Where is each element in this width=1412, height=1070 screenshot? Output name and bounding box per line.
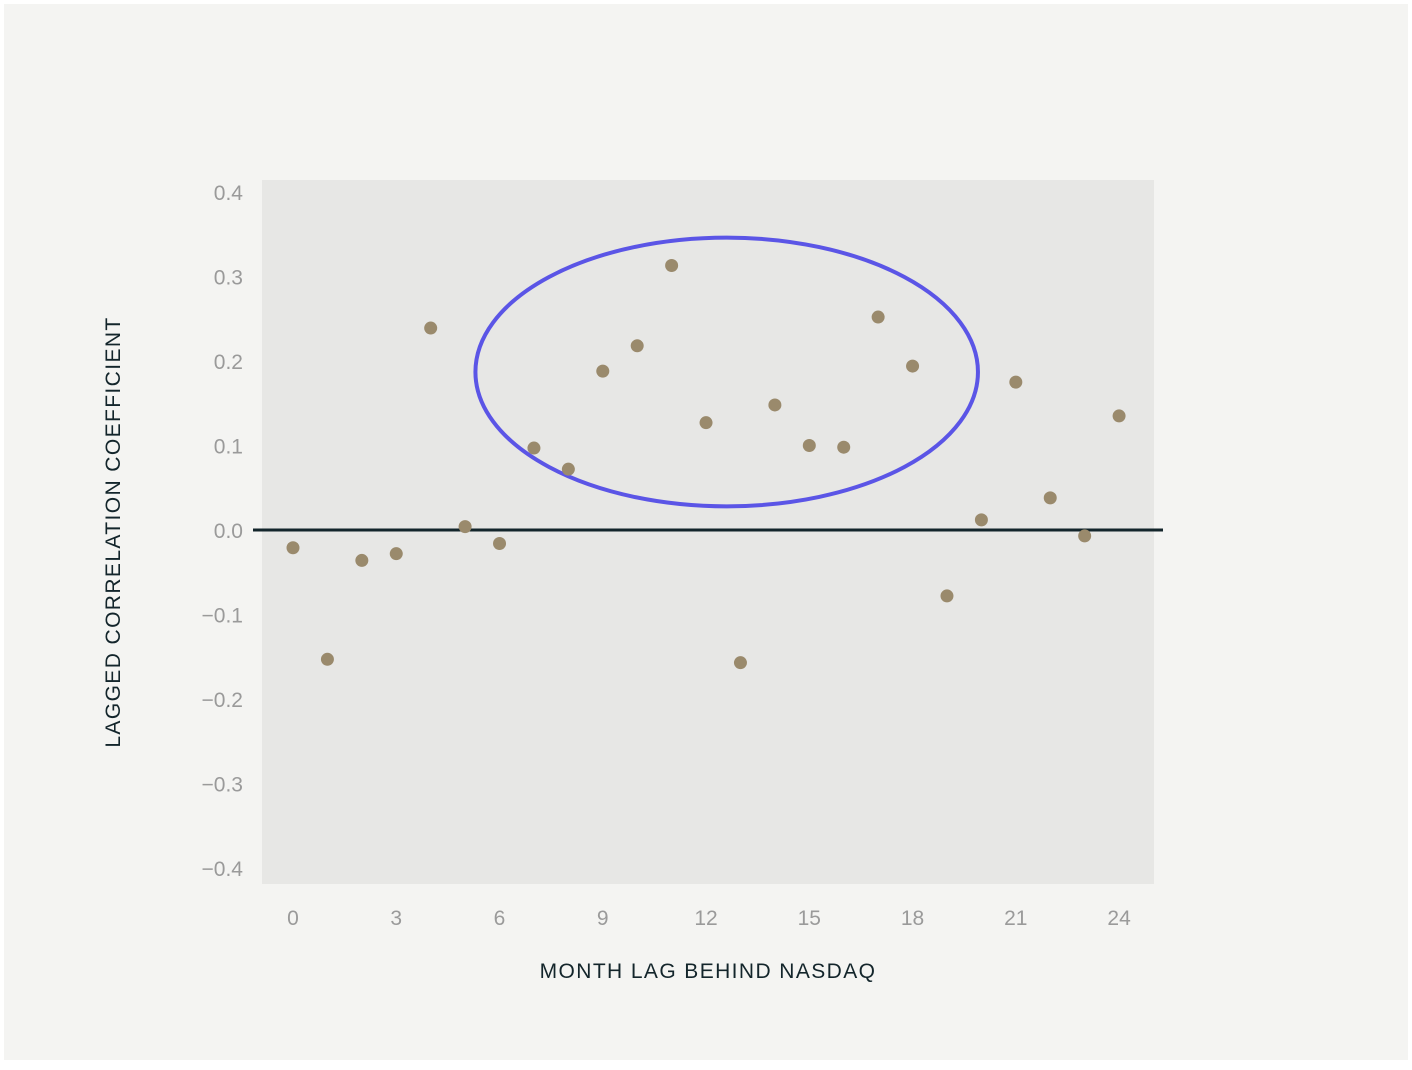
data-point-lag-2 xyxy=(355,553,369,567)
y-tick-label: 0.3 xyxy=(214,267,243,290)
data-point-lag-18 xyxy=(906,359,920,373)
data-point-lag-10 xyxy=(630,339,644,353)
y-tick-label: 0.4 xyxy=(214,182,244,205)
data-point-lag-16 xyxy=(837,440,851,454)
data-point-lag-4 xyxy=(424,321,438,335)
y-tick-label: −0.2 xyxy=(202,689,243,712)
x-tick-label: 24 xyxy=(1107,907,1131,930)
data-point-lag-21 xyxy=(1009,375,1023,389)
data-point-lag-17 xyxy=(871,310,885,324)
data-point-lag-0 xyxy=(286,541,300,555)
data-point-lag-19 xyxy=(940,589,954,603)
data-point-lag-7 xyxy=(527,441,541,455)
data-point-lag-15 xyxy=(802,439,816,452)
data-point-lag-13 xyxy=(733,656,747,670)
y-tick-label: −0.4 xyxy=(202,858,244,881)
y-tick-label: −0.3 xyxy=(202,774,243,797)
x-axis-title: MONTH LAG BEHIND NASDAQ xyxy=(540,960,877,983)
x-tick-label: 12 xyxy=(694,907,717,930)
data-point-lag-20 xyxy=(974,513,988,527)
data-point-lag-6 xyxy=(493,537,507,551)
x-tick-label: 0 xyxy=(287,907,299,930)
x-tick-label: 9 xyxy=(597,907,609,930)
data-point-lag-24 xyxy=(1112,409,1126,423)
data-point-lag-5 xyxy=(458,520,472,534)
y-tick-label: 0.2 xyxy=(214,351,243,374)
plot-area xyxy=(262,180,1154,884)
data-point-lag-14 xyxy=(768,398,782,412)
highlight-ellipse xyxy=(473,235,980,509)
x-tick-label: 21 xyxy=(1004,907,1027,930)
y-tick-label: −0.1 xyxy=(202,605,243,628)
x-tick-label: 18 xyxy=(901,907,924,930)
data-point-lag-8 xyxy=(561,462,575,476)
y-tick-label: 0.0 xyxy=(214,520,243,543)
data-point-lag-23 xyxy=(1078,529,1092,543)
data-point-lag-12 xyxy=(699,416,713,430)
data-point-lag-22 xyxy=(1043,491,1057,505)
data-point-lag-9 xyxy=(596,364,610,378)
y-tick-label: 0.1 xyxy=(214,436,243,459)
y-axis-title: LAGGED CORRELATION COEFFICIENT xyxy=(102,316,125,747)
x-tick-label: 15 xyxy=(798,907,821,930)
data-point-lag-11 xyxy=(665,259,679,273)
data-point-lag-1 xyxy=(320,652,334,666)
x-tick-label: 6 xyxy=(494,907,506,930)
x-tick-label: 3 xyxy=(390,907,402,930)
data-point-lag-3 xyxy=(389,547,403,561)
